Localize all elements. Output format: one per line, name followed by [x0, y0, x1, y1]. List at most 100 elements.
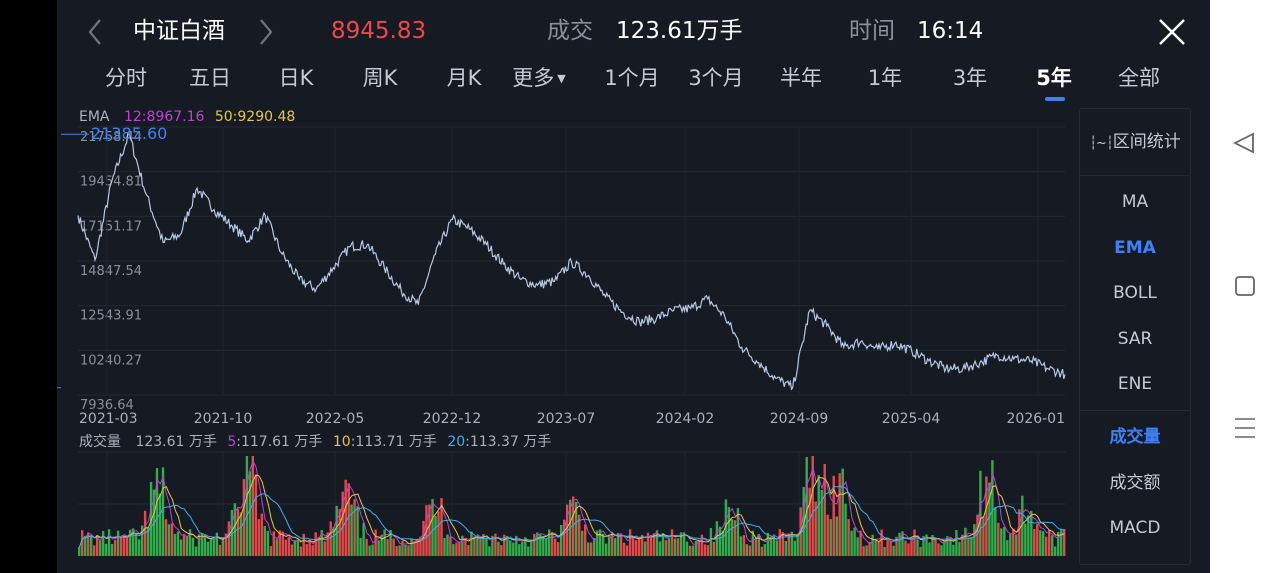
tab-monthly-k[interactable]: 月K — [446, 66, 482, 90]
volume-bar — [96, 535, 99, 556]
volume-bar — [251, 456, 254, 556]
volume-bar — [778, 529, 781, 556]
volume-bar — [347, 483, 350, 556]
indicator-macd[interactable]: MACD — [1109, 518, 1161, 538]
volume-bar — [377, 540, 380, 556]
indicator-ma[interactable]: MA — [1121, 192, 1149, 212]
volume-bar — [548, 529, 551, 556]
volume-bar — [278, 530, 281, 556]
volume-bar — [691, 545, 695, 556]
tab-weekly-k[interactable]: 周K — [362, 66, 398, 90]
volume-bar — [757, 534, 760, 556]
volume-bar — [763, 544, 766, 556]
volume-bar — [1009, 533, 1012, 556]
tab-all[interactable]: 全部 — [1118, 66, 1160, 90]
volume-bar — [607, 535, 611, 556]
x-tick-label: 2023-07 — [537, 411, 596, 427]
volume-bar — [290, 544, 293, 556]
tab-3-year[interactable]: 3年 — [952, 66, 988, 90]
volume-bar — [784, 541, 787, 556]
volume-bar — [961, 534, 964, 556]
volume-ma20-line — [79, 485, 1065, 548]
back-icon[interactable] — [1210, 123, 1280, 163]
next-index-icon[interactable] — [251, 12, 281, 52]
volume-bar — [320, 530, 323, 556]
volume-bar — [901, 531, 904, 556]
volume-bar — [751, 530, 754, 556]
panel-divider — [1080, 410, 1190, 411]
tab-1-year[interactable]: 1年 — [867, 66, 903, 90]
indicator-sar[interactable]: SAR — [1117, 329, 1153, 349]
indicator-boll[interactable]: BOLL — [1113, 283, 1157, 303]
volume-bar — [317, 537, 320, 556]
price-line-series — [77, 131, 1066, 391]
tab-daily-k[interactable]: 日K — [278, 66, 314, 90]
volume-legend-name: 成交量 — [79, 434, 121, 450]
menu-icon[interactable] — [1210, 408, 1280, 448]
volume-bar — [925, 534, 928, 556]
volume-bar — [434, 515, 437, 556]
volume-bar — [829, 519, 832, 556]
volume-bar — [655, 530, 659, 556]
volume-bar — [506, 536, 509, 556]
volume-bar — [973, 524, 976, 556]
volume-bar — [628, 529, 632, 556]
volume-chart[interactable] — [57, 0, 1077, 573]
volume-bar — [880, 529, 883, 556]
volume-bar — [164, 519, 168, 556]
range-stats-icon: ┆~┆ — [1089, 136, 1114, 151]
volume-bar — [128, 529, 132, 556]
left-black-edge — [0, 0, 57, 573]
indicator-ene[interactable]: ENE — [1117, 374, 1153, 394]
volume-bar — [452, 544, 455, 556]
indicator-volume[interactable]: 成交量 — [1109, 427, 1161, 447]
volume-bar — [682, 532, 686, 556]
volume-bar — [760, 546, 763, 556]
volume-bar — [601, 533, 605, 556]
volume-bar — [107, 529, 111, 556]
tab-five-day[interactable]: 五日 — [189, 66, 231, 90]
volume-bar — [832, 475, 835, 556]
index-name: 中证白酒 — [133, 18, 225, 44]
close-icon[interactable] — [1156, 16, 1188, 48]
volume-bar — [137, 539, 141, 556]
indicator-ema[interactable]: EMA — [1114, 238, 1156, 258]
ma10-value: :113.71 万手 — [350, 434, 437, 450]
ma5-key: 5 — [227, 434, 237, 450]
volume-bar — [874, 540, 877, 556]
prev-index-icon[interactable] — [81, 12, 111, 52]
volume-bar — [218, 544, 222, 556]
volume-bar — [766, 532, 769, 556]
volume-bar — [709, 528, 713, 556]
volume-bar — [1024, 523, 1027, 556]
x-tick-label: 2024-09 — [770, 411, 829, 427]
volume-bar — [383, 529, 386, 556]
volume-bar — [410, 538, 413, 556]
volume-bar — [769, 537, 772, 556]
volume-bar — [464, 537, 467, 556]
tab-intraday[interactable]: 分时 — [105, 66, 147, 90]
tab-more[interactable]: 更多 ▼ — [512, 62, 565, 95]
price-chart[interactable]: 21758.4419454.8117151.1714847.5412543.91… — [57, 0, 1077, 440]
volume-bar — [1027, 515, 1030, 556]
x-tick-label: 2022-12 — [423, 411, 482, 427]
volume-bar — [539, 534, 542, 556]
range-stats-button[interactable]: ┆~┆区间统计 — [1080, 130, 1190, 156]
home-icon[interactable] — [1210, 266, 1280, 306]
ma20-value: :113.37 万手 — [465, 434, 552, 450]
indicator-turnover[interactable]: 成交额 — [1109, 473, 1161, 493]
volume-bar — [1006, 540, 1009, 556]
volume-bar — [554, 538, 557, 556]
volume-bar — [850, 530, 853, 556]
volume-bar — [81, 530, 84, 556]
volume-bar — [754, 538, 757, 556]
tab-half-year[interactable]: 半年 — [780, 66, 822, 90]
volume-bar — [84, 535, 87, 556]
volume-bar — [491, 535, 494, 556]
period-tabs: 分时 五日 日K 周K 月K 更多 ▼ 1个月 3个月 半年 1年 3年 5年 全… — [57, 62, 1210, 102]
volume-bar — [461, 535, 464, 556]
tab-1-month[interactable]: 1个月 — [604, 66, 660, 90]
tab-5-year[interactable]: 5年 — [1036, 66, 1072, 90]
volume-bar — [910, 537, 913, 556]
tab-3-month[interactable]: 3个月 — [688, 66, 744, 90]
